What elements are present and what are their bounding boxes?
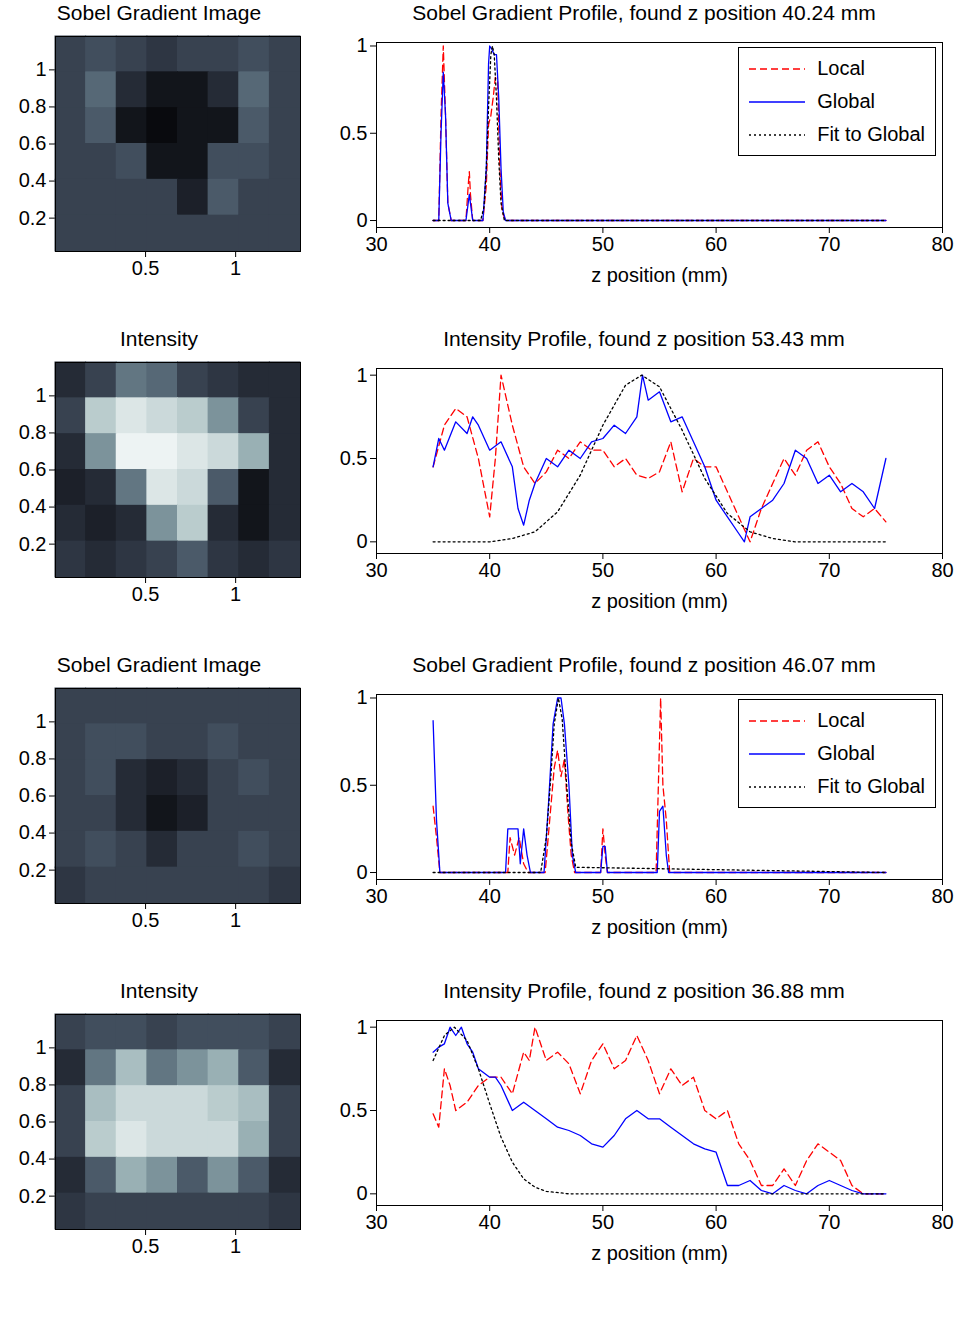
svg-text:30: 30	[365, 1211, 387, 1233]
html-text:Fit to Global: Fit to Global	[817, 775, 925, 797]
svg-text:1: 1	[356, 34, 367, 56]
svg-text:0.6: 0.6	[19, 132, 47, 154]
svg-text:0.8: 0.8	[19, 421, 47, 443]
svg-text:0.4: 0.4	[19, 495, 47, 517]
svg-text:30: 30	[365, 885, 387, 907]
svg-text:70: 70	[818, 559, 840, 581]
svg-text:0: 0	[356, 861, 367, 883]
svg-text:0: 0	[356, 1182, 367, 1204]
svg-text:0.8: 0.8	[19, 747, 47, 769]
svg-text:30: 30	[365, 233, 387, 255]
svg-text:0.2: 0.2	[19, 859, 47, 881]
svg-text:1: 1	[230, 257, 241, 279]
svg-text:0.5: 0.5	[340, 1099, 368, 1121]
svg-text:40: 40	[479, 233, 501, 255]
svg-text:80: 80	[931, 885, 953, 907]
svg-text:1: 1	[356, 364, 367, 386]
svg-text:0.5: 0.5	[340, 447, 368, 469]
html-text:Sobel Gradient Profile, found: Sobel Gradient Profile, found z position…	[412, 653, 876, 676]
svg-text:50: 50	[592, 885, 614, 907]
svg-text:60: 60	[705, 233, 727, 255]
html-text:Sobel Gradient Image: Sobel Gradient Image	[56, 653, 262, 676]
svg-text:70: 70	[818, 885, 840, 907]
svg-text:70: 70	[818, 1211, 840, 1233]
html-text:Sobel Gradient Profile, found: Sobel Gradient Profile, found z position…	[412, 1, 876, 24]
svg-text:z position (mm): z position (mm)	[591, 1242, 728, 1264]
html-text:Intensity: Intensity	[119, 327, 199, 350]
svg-text:1: 1	[230, 909, 241, 931]
html-text:Global: Global	[817, 90, 875, 112]
svg-text:1: 1	[230, 583, 241, 605]
svg-text:0.6: 0.6	[19, 458, 47, 480]
html-text:Local: Local	[817, 709, 865, 731]
svg-text:0.2: 0.2	[19, 207, 47, 229]
svg-text:0.4: 0.4	[19, 821, 47, 843]
svg-text:1: 1	[35, 384, 46, 406]
svg-text:0: 0	[356, 209, 367, 231]
svg-text:0.6: 0.6	[19, 784, 47, 806]
svg-text:1: 1	[356, 1016, 367, 1038]
svg-text:70: 70	[818, 233, 840, 255]
svg-text:40: 40	[479, 885, 501, 907]
svg-text:0.4: 0.4	[19, 1147, 47, 1169]
svg-text:60: 60	[705, 559, 727, 581]
svg-text:1: 1	[230, 1235, 241, 1257]
html-text:Intensity Profile, found z pos: Intensity Profile, found z position 53.4…	[443, 327, 845, 350]
svg-text:0.2: 0.2	[19, 533, 47, 555]
svg-text:50: 50	[592, 559, 614, 581]
svg-text:50: 50	[592, 1211, 614, 1233]
svg-text:0.5: 0.5	[132, 1235, 160, 1257]
svg-text:40: 40	[479, 1211, 501, 1233]
svg-text:0.5: 0.5	[340, 774, 368, 796]
svg-text:30: 30	[365, 559, 387, 581]
svg-text:0.5: 0.5	[132, 909, 160, 931]
html-text:Local: Local	[817, 57, 865, 79]
svg-text:1: 1	[35, 710, 46, 732]
svg-text:80: 80	[931, 559, 953, 581]
svg-text:60: 60	[705, 1211, 727, 1233]
svg-text:1: 1	[356, 686, 367, 708]
svg-text:0.4: 0.4	[19, 169, 47, 191]
html-text:Intensity: Intensity	[119, 979, 199, 1002]
svg-text:40: 40	[479, 559, 501, 581]
svg-text:0.8: 0.8	[19, 95, 47, 117]
html-text:Fit to Global: Fit to Global	[817, 123, 925, 145]
svg-text:0.5: 0.5	[132, 257, 160, 279]
svg-text:0.8: 0.8	[19, 1073, 47, 1095]
svg-text:80: 80	[931, 233, 953, 255]
svg-text:0.5: 0.5	[132, 583, 160, 605]
html-text:Intensity Profile, found z pos: Intensity Profile, found z position 36.8…	[443, 979, 845, 1002]
svg-text:1: 1	[35, 58, 46, 80]
svg-text:z position (mm): z position (mm)	[591, 916, 728, 938]
svg-text:z position (mm): z position (mm)	[591, 264, 728, 286]
html-text:Sobel Gradient Image: Sobel Gradient Image	[56, 1, 262, 24]
svg-text:z position (mm): z position (mm)	[591, 590, 728, 612]
svg-text:0.5: 0.5	[340, 122, 368, 144]
svg-text:0.6: 0.6	[19, 1110, 47, 1132]
html-text:Global: Global	[817, 742, 875, 764]
svg-text:0.2: 0.2	[19, 1185, 47, 1207]
svg-text:50: 50	[592, 233, 614, 255]
svg-text:60: 60	[705, 885, 727, 907]
svg-text:0: 0	[356, 530, 367, 552]
svg-text:1: 1	[35, 1036, 46, 1058]
svg-text:80: 80	[931, 1211, 953, 1233]
